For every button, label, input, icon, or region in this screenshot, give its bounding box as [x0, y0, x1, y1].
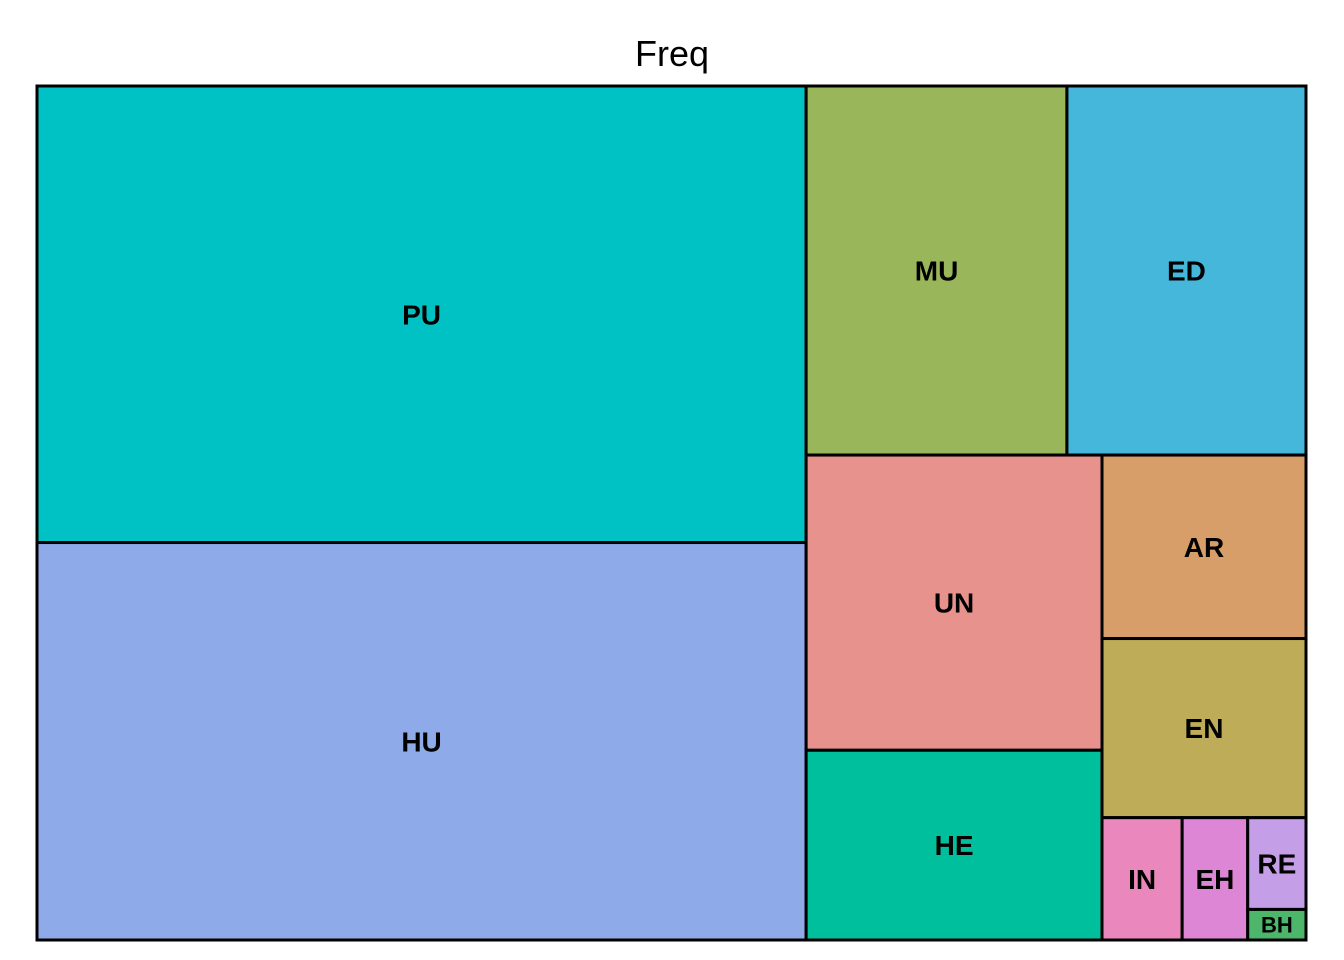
chart-title: Freq [635, 33, 709, 74]
tile-label-in: IN [1128, 864, 1156, 895]
tile-ed [1065, 84, 1308, 457]
tile-label-un: UN [934, 588, 974, 619]
treemap-tiles: PU HU MU ED UN HE AR EN IN EH RE BH [35, 84, 1308, 942]
tile-label-bh: BH [1261, 913, 1293, 938]
tile-he [804, 748, 1104, 942]
tile-label-ar: AR [1184, 532, 1224, 563]
plot-border [35, 84, 1308, 942]
tile-hu [35, 541, 808, 942]
tile-label-en: EN [1185, 713, 1224, 744]
tile-eh [1180, 816, 1250, 942]
tile-label-ed: ED [1167, 256, 1206, 287]
tile-label-re: RE [1257, 849, 1296, 880]
tile-pu [35, 84, 808, 545]
tile-un [804, 453, 1104, 752]
tile-label-hu: HU [401, 726, 441, 757]
tile-label-he: HE [935, 830, 974, 861]
tile-label-pu: PU [402, 299, 441, 330]
tile-label-eh: EH [1195, 864, 1234, 895]
tile-label-mu: MU [915, 256, 959, 287]
tile-en [1100, 637, 1308, 820]
